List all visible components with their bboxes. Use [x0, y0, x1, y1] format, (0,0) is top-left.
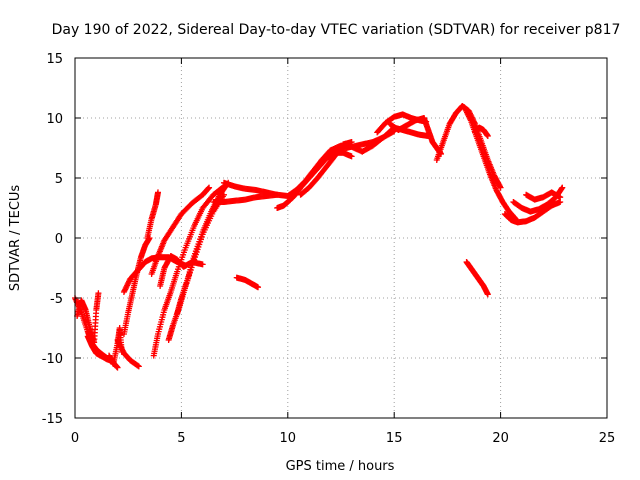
y-tick-label: 10	[46, 112, 63, 127]
data-point	[114, 364, 121, 371]
series-track-25	[433, 103, 504, 191]
x-tick-label: 15	[386, 431, 403, 446]
series-track-16	[233, 274, 262, 291]
y-axis-label: SDTVAR / TECUs	[8, 185, 23, 292]
y-tick-label: 0	[55, 232, 63, 247]
y-tick-label: 15	[46, 52, 63, 67]
series-track-7	[120, 235, 153, 337]
series-track-23	[386, 115, 427, 133]
series-track-11	[150, 183, 227, 359]
y-tick-label: 5	[55, 172, 63, 187]
x-tick-label: 25	[599, 431, 616, 446]
data-point	[348, 153, 355, 160]
data-point	[199, 261, 206, 268]
data-point	[255, 284, 262, 291]
series-track-31	[463, 259, 491, 298]
y-tick-label: -5	[50, 292, 63, 307]
series-track-5	[114, 337, 142, 370]
data-point	[206, 184, 213, 191]
series-track-26	[461, 104, 519, 222]
data-point	[484, 291, 491, 298]
x-tick-label: 10	[280, 431, 297, 446]
axis-ticks: 0 5 10 15 20 25 -15 -10 -5 0 5 10 15	[42, 52, 616, 446]
y-tick-label: -10	[42, 352, 63, 367]
data-point	[497, 184, 504, 191]
x-axis-label: GPS time / hours	[286, 459, 395, 474]
series-track-9	[148, 184, 213, 277]
x-tick-label: 20	[492, 431, 509, 446]
data-points	[72, 103, 566, 371]
data-point	[484, 133, 491, 139]
data-point	[557, 194, 564, 201]
series-track-29	[510, 184, 566, 215]
series-track-8	[144, 189, 161, 241]
series-track-27	[472, 124, 491, 139]
data-point	[154, 189, 161, 196]
x-tick-label: 0	[71, 431, 79, 446]
data-point	[95, 290, 102, 297]
series-track-12	[165, 191, 227, 343]
data-point	[135, 363, 142, 370]
series-track-15	[210, 191, 291, 205]
grid-lines	[75, 58, 607, 418]
data-point	[559, 184, 566, 191]
y-tick-label: -15	[42, 412, 63, 427]
x-tick-label: 5	[177, 431, 185, 446]
chart-title: Day 190 of 2022, Sidereal Day-to-day VTE…	[52, 22, 621, 38]
series-track-30	[523, 189, 564, 203]
